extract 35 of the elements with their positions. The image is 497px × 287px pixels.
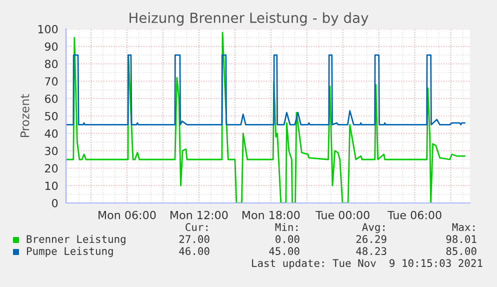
- text: 0.00: [276, 235, 300, 244]
- y-tick-label: 40: [44, 129, 58, 138]
- legend-label: Brenner Leistung: [26, 234, 126, 246]
- text: 27.00: [179, 235, 210, 244]
- text: Cur:: [186, 223, 208, 232]
- text: 45.00: [269, 247, 300, 256]
- x-tick-label: Mon 06:00: [98, 210, 156, 220]
- text: 26.29: [356, 235, 386, 244]
- text: Last update: Tue Nov 9 10:15:03 2021: [252, 258, 482, 270]
- y-tick-label: 70: [45, 77, 58, 86]
- y-tick-label: 20: [45, 164, 58, 173]
- chart-title: Heizung Brenner Leistung - by day: [130, 12, 368, 26]
- text: 85.00: [446, 247, 476, 256]
- line-series: [66, 32, 466, 203]
- text: 48.23: [356, 247, 386, 256]
- y-tick-label: 80: [44, 60, 58, 68]
- text: 98.01: [446, 235, 476, 244]
- text: Avg:: [362, 223, 384, 234]
- y-axis-title: Prozent: [20, 94, 30, 137]
- x-tick-label: Mon 12:00: [170, 210, 228, 220]
- y-tick-label: 100: [38, 24, 58, 34]
- y-tick-label: 60: [45, 94, 58, 103]
- line-series: [66, 54, 466, 126]
- text: Min:: [275, 222, 298, 231]
- text: Max:: [452, 223, 474, 232]
- y-tick-label: 30: [45, 146, 58, 156]
- x-tick-label: Tue 06:00: [388, 210, 442, 220]
- text: 46.00: [179, 247, 210, 256]
- y-tick-label: 0: [52, 198, 58, 208]
- y-tick-label: 90: [44, 42, 58, 51]
- y-tick-label: 50: [45, 112, 58, 120]
- y-tick-label: 10: [45, 182, 58, 190]
- x-tick-label: Tue 00:00: [316, 210, 370, 220]
- legend-label: Pumpe Leistung: [27, 246, 113, 258]
- x-tick-label: Mon 18:00: [242, 210, 300, 220]
